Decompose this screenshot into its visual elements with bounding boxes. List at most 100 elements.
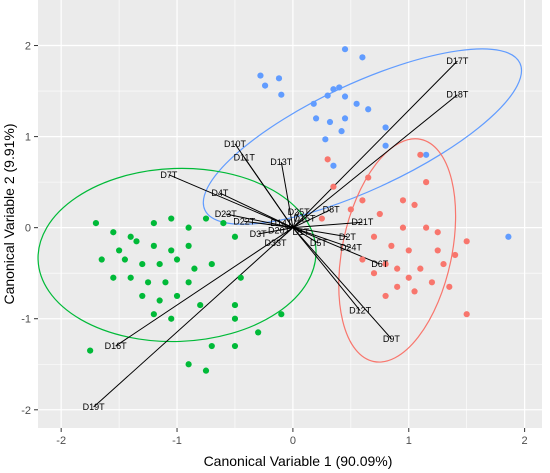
data-point: [110, 274, 117, 281]
x-tick-label: -2: [56, 435, 66, 447]
data-point: [463, 311, 470, 318]
data-point: [156, 260, 163, 268]
x-axis-ticks: -2 -1 0 1 2: [56, 428, 528, 447]
data-point: [423, 224, 430, 231]
loading-vector: [168, 174, 294, 229]
data-point: [92, 220, 100, 227]
data-point: [87, 347, 94, 354]
data-point: [394, 283, 401, 290]
data-point: [446, 283, 453, 290]
loading-vector: [292, 60, 458, 229]
confidence-ellipse: [37, 167, 317, 343]
vector-label: D15T: [293, 214, 316, 224]
data-point: [168, 247, 175, 254]
data-point: [139, 292, 146, 300]
data-point: [261, 82, 269, 89]
data-point: [423, 179, 430, 186]
data-point: [359, 54, 366, 61]
data-point: [452, 251, 459, 259]
vector-label: D14T: [270, 218, 293, 228]
data-point: [353, 100, 360, 107]
loading-vector: [292, 227, 392, 340]
data-point: [127, 233, 134, 240]
data-point: [275, 75, 283, 82]
data-point: [388, 242, 395, 249]
vector-label: D6T: [371, 259, 389, 269]
loading-vector: [219, 192, 294, 229]
data-point: [185, 279, 192, 286]
data-point: [336, 84, 343, 91]
y-tick-label: 1: [25, 132, 31, 144]
data-point: [98, 256, 105, 263]
data-point: [382, 260, 389, 268]
data-point: [370, 270, 378, 277]
data-point: [312, 115, 320, 122]
data-point: [324, 156, 331, 163]
loading-vector: [278, 227, 293, 231]
loading-vector: [93, 227, 294, 408]
data-point: [359, 256, 366, 263]
loading-vectors: [93, 60, 458, 408]
x-tick-label: 2: [522, 435, 528, 447]
grid-lines: [38, 0, 542, 428]
data-point: [257, 72, 264, 79]
vector-label: D20T: [268, 225, 291, 235]
data-point: [330, 162, 337, 169]
data-point: [382, 142, 389, 149]
data-point: [185, 242, 192, 249]
data-point: [382, 292, 389, 300]
loading-vector: [292, 221, 363, 229]
data-point: [208, 260, 215, 268]
y-axis-title: Canonical Variable 2 (9.91%): [1, 123, 17, 304]
vector-label: D17T: [446, 56, 469, 66]
data-point: [440, 260, 447, 268]
data-point: [185, 224, 192, 231]
data-point: [191, 265, 198, 272]
scatter-points: [87, 46, 512, 374]
vector-label: D33T: [265, 238, 288, 248]
data-point: [324, 92, 331, 99]
data-point: [231, 342, 239, 350]
data-point: [150, 311, 157, 318]
data-point: [162, 279, 169, 286]
data-point: [359, 197, 366, 204]
loading-vector: [115, 227, 294, 347]
vector-label: D21T: [351, 217, 374, 227]
loading-vector: [292, 212, 300, 228]
data-point: [127, 274, 134, 281]
data-point: [231, 233, 239, 240]
vector-label: D25T: [288, 207, 311, 217]
y-tick-label: 2: [25, 41, 31, 53]
y-tick-label: -1: [21, 314, 31, 326]
data-point: [376, 210, 383, 218]
data-point: [338, 128, 345, 135]
vector-label: D13T: [270, 157, 293, 167]
data-point: [463, 238, 470, 245]
data-point: [139, 260, 146, 268]
vector-label: D9T: [383, 334, 401, 344]
vector-label: D22T: [233, 216, 256, 226]
data-point: [341, 115, 349, 122]
data-point: [405, 274, 412, 281]
vector-label: D1T: [292, 227, 310, 237]
data-point: [318, 215, 325, 222]
loading-vector: [292, 227, 351, 249]
data-point: [168, 315, 175, 322]
x-tick-label: 0: [290, 435, 296, 447]
data-point: [110, 229, 117, 236]
data-point: [434, 247, 441, 254]
data-point: [133, 238, 140, 245]
vector-label: D8T: [323, 204, 341, 214]
vector-label: D19T: [83, 402, 106, 412]
loading-vector: [292, 227, 348, 238]
y-axis-ticks: -2 -1 0 1 2: [21, 41, 38, 417]
loading-vector: [292, 227, 361, 311]
loading-vector: [281, 222, 294, 229]
vector-label: D3T: [250, 229, 268, 239]
data-point: [411, 201, 418, 208]
vector-label: D5T: [310, 238, 328, 248]
vector-label: D24T: [340, 243, 363, 253]
data-point: [370, 233, 378, 240]
